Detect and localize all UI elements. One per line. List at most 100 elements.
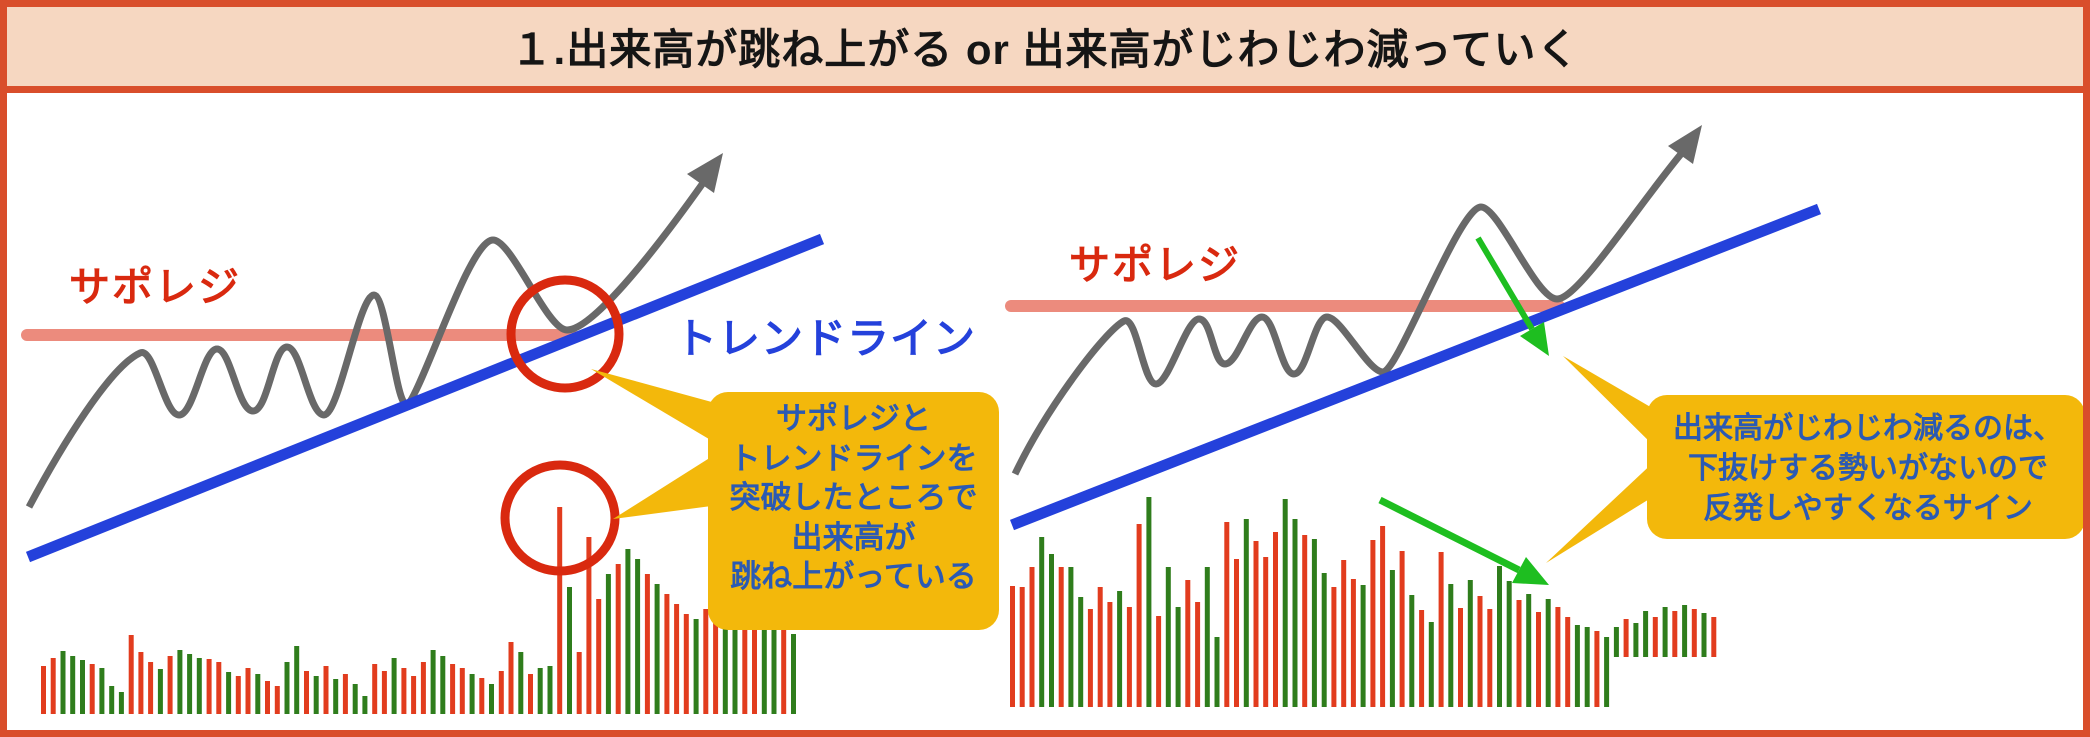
volume-bar <box>644 574 650 714</box>
green-down-arrow-2 <box>1378 496 1521 574</box>
volume-bar <box>274 686 280 714</box>
volume-bar <box>1224 522 1230 707</box>
volume-bar <box>1584 627 1590 707</box>
volume-bar <box>333 679 339 714</box>
volume-bar <box>167 656 173 714</box>
volume-bar <box>1711 617 1717 657</box>
volume-bar <box>1565 617 1571 707</box>
volume-bar <box>586 537 592 714</box>
volume-bar <box>1672 611 1678 657</box>
trendline-left <box>25 233 825 563</box>
volume-bar <box>1370 540 1376 707</box>
volume-bar <box>1467 580 1473 707</box>
volume-bar <box>615 564 621 714</box>
volume-bar <box>1613 627 1619 657</box>
volume-bar <box>518 652 524 714</box>
volume-bar <box>342 674 348 714</box>
volume-bar <box>1058 567 1064 707</box>
bubble-line: 下抜けする勢いがないので <box>1688 452 2048 485</box>
volume-bar <box>1506 581 1512 707</box>
volume-bar <box>430 650 436 714</box>
volume-bar <box>118 692 124 714</box>
volume-bar <box>1428 622 1434 707</box>
volume-bar <box>557 507 563 714</box>
volume-bar <box>596 599 602 714</box>
bubble-line: 反発しやすくなるサイン <box>1703 492 2033 525</box>
support-resistance-label-right: サポレジ <box>1069 242 1241 288</box>
volume-bar <box>313 676 319 714</box>
volume-bar <box>1662 607 1668 657</box>
volume-bar <box>537 668 543 714</box>
volume-bar <box>1360 585 1366 707</box>
volume-bar <box>1253 541 1259 707</box>
volume-bar <box>1604 637 1610 707</box>
volume-bar <box>752 626 757 714</box>
volume-bar <box>50 658 56 714</box>
volume-bar <box>1214 637 1220 707</box>
volume-bar <box>1545 599 1551 707</box>
bubble-line: 出来高が <box>791 519 916 555</box>
volume-bar <box>489 684 494 714</box>
volume-bar <box>1068 567 1074 707</box>
volume-bar <box>1389 570 1395 707</box>
volume-bar <box>1331 587 1337 707</box>
volume-bar <box>693 619 699 714</box>
green-down-arrow-1-head-icon <box>1520 322 1549 356</box>
volume-bar <box>304 671 309 714</box>
volume-bar <box>440 656 446 714</box>
volume-bar <box>420 662 426 714</box>
volume-bar <box>1282 499 1288 707</box>
bubble-tail-icon <box>613 452 719 519</box>
speech-bubble-right <box>1546 356 2083 563</box>
volume-bar <box>1409 595 1415 707</box>
volume-bar <box>469 674 475 714</box>
volume-bar <box>1321 573 1327 707</box>
volume-bar <box>177 650 183 714</box>
volume-bar <box>1623 619 1629 657</box>
green-down-arrow-2-head-icon <box>1512 557 1549 585</box>
volume-bar <box>187 654 193 714</box>
speech-bubble-left <box>591 369 999 630</box>
diagram-graphics <box>21 125 2083 714</box>
price-curve-right <box>1011 151 1684 476</box>
page-title: １.出来高が跳ね上がる or 出来高がじわじわ減っていく <box>510 26 1580 73</box>
volume-bar <box>1643 611 1649 657</box>
volume-bar <box>1019 587 1025 707</box>
volume-bar <box>498 671 504 714</box>
volume-bar <box>255 674 261 714</box>
bubble-tail-icon <box>1563 356 1659 451</box>
volume-bar <box>60 651 66 714</box>
volume-bar <box>459 668 465 714</box>
volume-bar <box>1156 616 1162 707</box>
volume-bar <box>1594 631 1600 707</box>
volume-bar <box>576 652 582 714</box>
volume-bar <box>1516 600 1522 707</box>
volume-bar <box>605 574 611 714</box>
volume-bar <box>1126 607 1132 707</box>
volume-bar <box>1175 607 1181 707</box>
volume-bar <box>722 604 728 714</box>
volume-bar <box>1185 580 1191 707</box>
volume-bar <box>547 666 553 714</box>
volume-bar <box>1010 586 1015 707</box>
volume-bar <box>1311 539 1317 707</box>
bubble-line: 突破したところで <box>729 480 978 515</box>
volume-bar <box>352 684 358 714</box>
volume-bar <box>1341 560 1347 707</box>
volume-bar <box>1487 609 1493 707</box>
volume-bar <box>732 612 738 714</box>
volume-bar <box>1536 612 1541 707</box>
volume-bar <box>1273 532 1278 707</box>
bubble-tail-icon <box>591 369 719 445</box>
volume-bar <box>781 626 787 714</box>
volume-bar <box>148 662 154 714</box>
volume-bar <box>528 674 533 714</box>
volume-bar <box>508 642 514 714</box>
title-banner: １.出来高が跳ね上がる or 出来高がじわじわ減っていく <box>7 7 2083 93</box>
volume-bar <box>567 587 572 714</box>
volume-bar <box>1652 617 1658 657</box>
bubble-body <box>1647 395 2083 539</box>
volume-bar <box>1448 584 1454 707</box>
left-volume-bars <box>41 507 796 714</box>
